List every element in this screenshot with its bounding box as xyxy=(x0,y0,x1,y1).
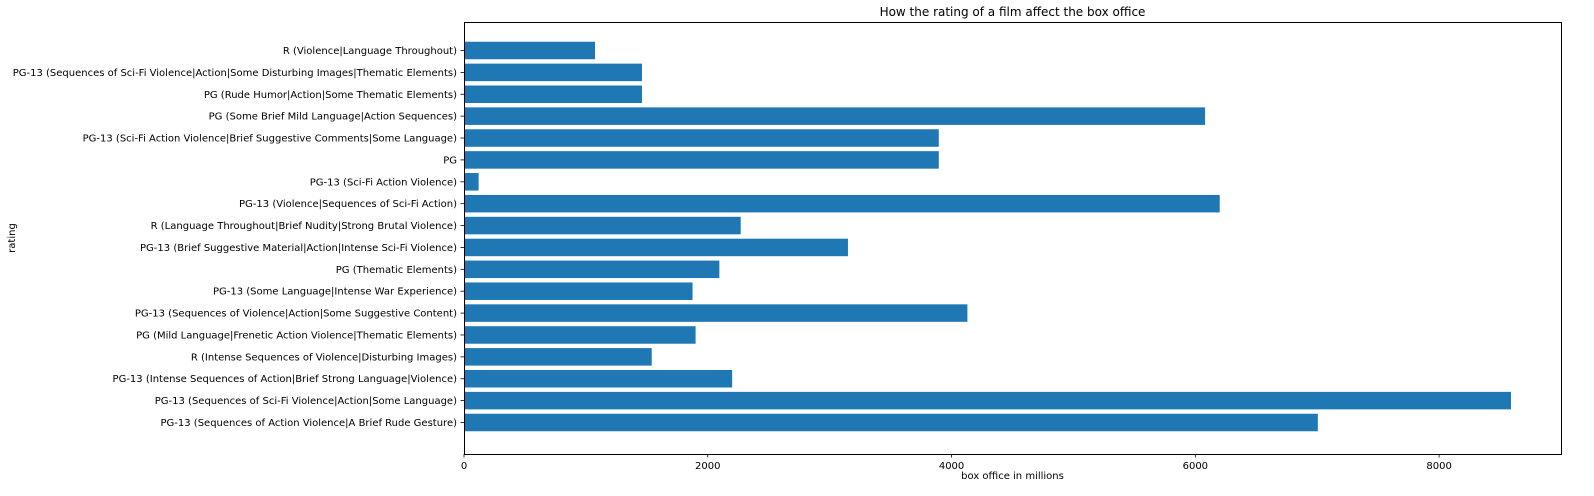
bar xyxy=(464,282,693,300)
y-tick-label: PG-13 (Sci-Fi Action Violence|Brief Sugg… xyxy=(83,134,457,145)
y-tick-label: R (Violence|Language Throughout) xyxy=(283,46,457,57)
y-tick-label: PG-13 (Violence|Sequences of Sci-Fi Acti… xyxy=(239,199,457,210)
y-tick-label: PG-13 (Sequences of Sci-Fi Violence|Acti… xyxy=(13,68,457,79)
bar xyxy=(464,129,939,147)
y-tick-label: R (Language Throughout|Brief Nudity|Stro… xyxy=(151,221,457,232)
bar xyxy=(464,151,939,169)
bar xyxy=(464,260,720,279)
y-tick-label: PG xyxy=(443,155,457,166)
x-tick-label: 4000 xyxy=(939,461,964,472)
y-tick-label: PG-13 (Sequences of Action Violence|A Br… xyxy=(161,418,458,429)
bar xyxy=(464,194,1220,213)
bar xyxy=(464,85,642,104)
bar xyxy=(464,304,968,322)
y-tick-label: PG-13 (Sequences of Sci-Fi Violence|Acti… xyxy=(155,396,457,407)
bar xyxy=(464,391,1512,410)
bar xyxy=(464,107,1206,125)
bars-group xyxy=(464,41,1512,432)
x-tick-label: 8000 xyxy=(1426,461,1451,472)
y-tick-label: PG (Mild Language|Frenetic Action Violen… xyxy=(136,330,457,341)
bar xyxy=(464,216,741,235)
y-tick-label: PG-13 (Brief Suggestive Material|Action|… xyxy=(140,243,457,254)
y-tick-label: PG-13 (Some Language|Intense War Experie… xyxy=(213,287,457,298)
y-tick-label: PG (Rude Humor|Action|Some Thematic Elem… xyxy=(204,90,457,101)
x-tick-label: 0 xyxy=(461,461,467,472)
x-axis-label: box office in millions xyxy=(961,471,1064,482)
bar xyxy=(464,41,596,60)
x-tick-label: 2000 xyxy=(695,461,720,472)
y-tick-label: PG (Some Brief Mild Language|Action Sequ… xyxy=(209,112,457,123)
chart-title: How the rating of a film affect the box … xyxy=(880,5,1146,19)
y-tick-label: PG-13 (Sequences of Violence|Action|Some… xyxy=(135,309,457,320)
y-tick-label: PG-13 (Sci-Fi Action Violence) xyxy=(310,177,457,188)
bar xyxy=(464,413,1318,432)
y-tick-label: R (Intense Sequences of Violence|Disturb… xyxy=(191,352,457,363)
x-tick-label: 6000 xyxy=(1183,461,1208,472)
bar xyxy=(464,63,642,82)
bar xyxy=(464,326,696,344)
bar xyxy=(464,369,733,388)
bar xyxy=(464,348,652,366)
bar xyxy=(464,238,848,257)
y-tick-label: PG-13 (Intense Sequences of Action|Brief… xyxy=(113,374,458,385)
y-tick-label: PG (Thematic Elements) xyxy=(336,265,457,276)
y-axis-label: rating xyxy=(7,223,18,253)
plot-frame xyxy=(464,22,1562,455)
bar xyxy=(464,173,479,191)
y-axis-ticks: R (Violence|Language Throughout) PG-13 (S… xyxy=(13,46,464,429)
x-axis-ticks: 0 2000 4000 6000 8000 xyxy=(461,454,1452,472)
